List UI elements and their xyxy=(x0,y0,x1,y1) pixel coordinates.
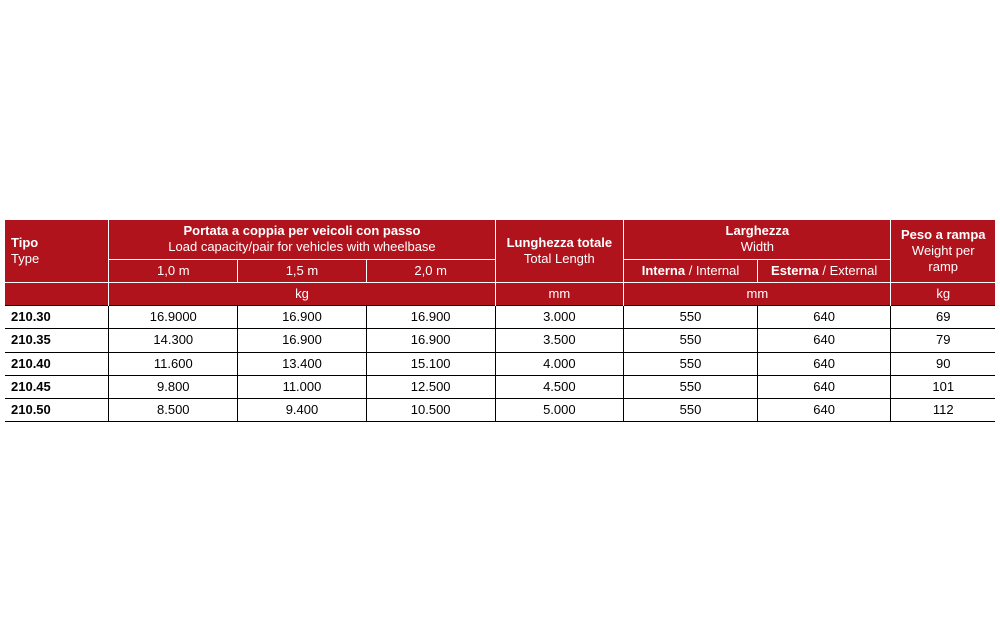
col-capacity-en: Load capacity/pair for vehicles with whe… xyxy=(168,239,435,254)
cell-cap-15: 16.900 xyxy=(238,306,367,329)
cell-width-external: 640 xyxy=(757,399,891,422)
cell-width-internal: 550 xyxy=(624,329,758,352)
col-length-en: Total Length xyxy=(524,251,595,266)
cell-cap-10: 11.600 xyxy=(109,352,238,375)
cell-weight: 101 xyxy=(891,375,995,398)
table-row: 210.508.5009.40010.5005.000550640112 xyxy=(5,399,995,422)
cell-width-internal: 550 xyxy=(624,352,758,375)
col-cap-15: 1,5 m xyxy=(238,259,367,282)
unit-capacity: kg xyxy=(109,282,495,305)
col-width-internal: Interna / Internal xyxy=(624,259,758,282)
cell-weight: 79 xyxy=(891,329,995,352)
col-weight-en: Weight per ramp xyxy=(912,243,975,274)
cell-length: 3.000 xyxy=(495,306,624,329)
cell-cap-10: 16.9000 xyxy=(109,306,238,329)
table-row: 210.4011.60013.40015.1004.00055064090 xyxy=(5,352,995,375)
cell-cap-20: 15.100 xyxy=(366,352,495,375)
cell-length: 5.000 xyxy=(495,399,624,422)
cell-cap-10: 14.300 xyxy=(109,329,238,352)
col-cap-10: 1,0 m xyxy=(109,259,238,282)
col-width-it: Larghezza xyxy=(726,223,790,238)
unit-width: mm xyxy=(624,282,891,305)
cell-cap-20: 16.900 xyxy=(366,306,495,329)
col-tipo-en: Type xyxy=(11,251,39,266)
cell-weight: 90 xyxy=(891,352,995,375)
cell-cap-15: 11.000 xyxy=(238,375,367,398)
col-width-int-rest: / Internal xyxy=(685,263,739,278)
col-width-ext-rest: / External xyxy=(819,263,878,278)
table-row: 210.3514.30016.90016.9003.50055064079 xyxy=(5,329,995,352)
cell-type: 210.30 xyxy=(5,306,109,329)
cell-type: 210.50 xyxy=(5,399,109,422)
table-header: Tipo Type Portata a coppia per veicoli c… xyxy=(5,220,995,306)
col-width-ext-bold: Esterna xyxy=(771,263,819,278)
spec-table: Tipo Type Portata a coppia per veicoli c… xyxy=(5,220,995,422)
cell-cap-20: 10.500 xyxy=(366,399,495,422)
cell-cap-10: 9.800 xyxy=(109,375,238,398)
table-body: 210.3016.900016.90016.9003.0005506406921… xyxy=(5,306,995,422)
cell-width-external: 640 xyxy=(757,329,891,352)
cell-weight: 112 xyxy=(891,399,995,422)
cell-type: 210.40 xyxy=(5,352,109,375)
col-length: Lunghezza totale Total Length xyxy=(495,220,624,282)
col-weight-it: Peso a rampa xyxy=(901,227,986,242)
unit-weight: kg xyxy=(891,282,995,305)
cell-length: 4.500 xyxy=(495,375,624,398)
cell-width-external: 640 xyxy=(757,306,891,329)
spec-table-container: Tipo Type Portata a coppia per veicoli c… xyxy=(5,220,995,422)
col-capacity: Portata a coppia per veicoli con passo L… xyxy=(109,220,495,259)
cell-cap-20: 12.500 xyxy=(366,375,495,398)
col-capacity-it: Portata a coppia per veicoli con passo xyxy=(183,223,420,238)
unit-blank xyxy=(5,282,109,305)
unit-length: mm xyxy=(495,282,624,305)
table-row: 210.3016.900016.90016.9003.00055064069 xyxy=(5,306,995,329)
cell-width-external: 640 xyxy=(757,375,891,398)
col-cap-20: 2,0 m xyxy=(366,259,495,282)
cell-length: 4.000 xyxy=(495,352,624,375)
col-weight: Peso a rampa Weight per ramp xyxy=(891,220,995,282)
cell-width-internal: 550 xyxy=(624,306,758,329)
cell-length: 3.500 xyxy=(495,329,624,352)
cell-type: 210.45 xyxy=(5,375,109,398)
col-width-en: Width xyxy=(741,239,774,254)
cell-cap-15: 9.400 xyxy=(238,399,367,422)
col-width-int-bold: Interna xyxy=(642,263,685,278)
table-row: 210.459.80011.00012.5004.500550640101 xyxy=(5,375,995,398)
cell-type: 210.35 xyxy=(5,329,109,352)
cell-cap-10: 8.500 xyxy=(109,399,238,422)
cell-cap-15: 16.900 xyxy=(238,329,367,352)
col-tipo-it: Tipo xyxy=(11,235,38,250)
col-width: Larghezza Width xyxy=(624,220,891,259)
cell-width-external: 640 xyxy=(757,352,891,375)
cell-cap-20: 16.900 xyxy=(366,329,495,352)
col-width-external: Esterna / External xyxy=(757,259,891,282)
col-length-it: Lunghezza totale xyxy=(507,235,612,250)
cell-width-internal: 550 xyxy=(624,375,758,398)
col-tipo: Tipo Type xyxy=(5,220,109,282)
cell-weight: 69 xyxy=(891,306,995,329)
cell-cap-15: 13.400 xyxy=(238,352,367,375)
cell-width-internal: 550 xyxy=(624,399,758,422)
